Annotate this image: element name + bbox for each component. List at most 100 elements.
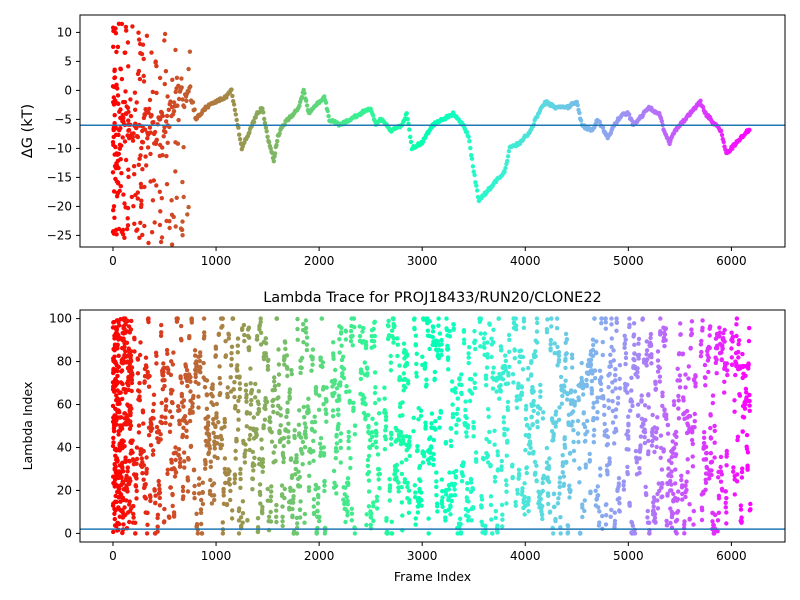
lambda-point [206,420,211,425]
delta-g-point [700,104,706,110]
lambda-point [389,432,394,437]
lambda-point [211,402,216,408]
lambda-point [668,520,673,526]
lambda-point [429,411,435,416]
lambda-point [370,430,375,435]
lambda-point [654,436,659,441]
lambda-point [201,316,207,321]
delta-g-point [469,156,475,161]
lambda-point [217,375,222,381]
lambda-point [513,499,518,505]
delta-g-point [126,118,131,123]
lambda-point [200,480,205,485]
lambda-point [612,525,617,530]
lambda-point [162,378,167,383]
delta-g-point [159,235,165,240]
lambda-point [351,400,356,405]
lambda-point [243,448,248,453]
lambda-point [736,355,741,360]
lambda-point [592,368,598,373]
lambda-point [376,467,382,472]
lambda-point [194,359,199,364]
lambda-point [447,470,452,475]
lambda-point [121,522,126,527]
lambda-point [133,520,138,525]
lambda-point [419,490,424,495]
lambda-point [287,394,292,399]
lambda-point [577,466,582,471]
lambda-point [371,339,377,344]
lambda-point [373,400,378,406]
lambda-point [465,518,471,523]
lambda-point [576,395,581,400]
lambda-point [434,501,440,506]
lambda-point [658,455,663,460]
lambda-point [127,502,132,507]
lambda-point [143,355,149,360]
lambda-point [564,460,569,465]
lambda-point [394,428,400,433]
lambda-point [524,465,529,471]
lambda-point [346,438,351,444]
lambda-point [722,379,727,384]
lambda-point [623,355,629,361]
lambda-point [124,319,129,324]
lambda-point [491,327,496,332]
delta-g-point [469,153,474,158]
lambda-point [363,402,368,407]
lambda-point [213,354,218,359]
delta-g-point [115,93,121,98]
lambda-point [364,512,369,517]
lambda-point [598,381,604,386]
lambda-point [498,348,504,353]
lambda-point [280,514,285,519]
lambda-point [199,531,205,536]
lambda-point [740,351,745,357]
lambda-point [317,441,323,446]
lambda-point [485,352,490,357]
lambda-point [352,531,358,536]
lambda-point [516,467,522,472]
lambda-point [422,454,427,459]
lambda-point [258,330,264,335]
lambda-point [280,519,285,524]
lambda-point [646,451,651,457]
lambda-point [591,342,596,348]
lambda-point [330,408,336,413]
lambda-point [693,373,698,378]
lambda-point [450,402,455,407]
lambda-point [513,316,518,321]
lambda-point [347,398,352,403]
delta-g-point [122,235,127,240]
lambda-point [479,519,484,524]
lambda-point [492,479,498,484]
lambda-point [113,493,118,499]
lambda-point [563,356,568,361]
lambda-point [660,481,665,486]
lambda-point [318,355,323,360]
delta-g-point [125,40,131,45]
lambda-point [490,370,496,375]
lambda-point [572,458,577,463]
delta-g-point [142,127,148,132]
lambda-point [702,362,708,368]
lambda-point [532,459,538,465]
lambda-point [729,330,734,335]
lambda-point [339,343,344,348]
delta-g-point [187,49,193,54]
lambda-point [514,323,519,328]
lambda-point [179,391,184,397]
lambda-point [310,362,315,367]
lambda-point [505,427,510,432]
lambda-point [472,380,477,385]
lambda-point [590,337,596,342]
lambda-point [693,384,698,389]
lambda-point [232,472,238,477]
lambda-point [717,330,722,335]
lambda-point [257,482,263,487]
lambda-point [407,438,412,444]
lambda-point [289,371,294,377]
lambda-point [258,316,263,321]
lambda-point [650,412,655,418]
lambda-point [120,515,125,520]
